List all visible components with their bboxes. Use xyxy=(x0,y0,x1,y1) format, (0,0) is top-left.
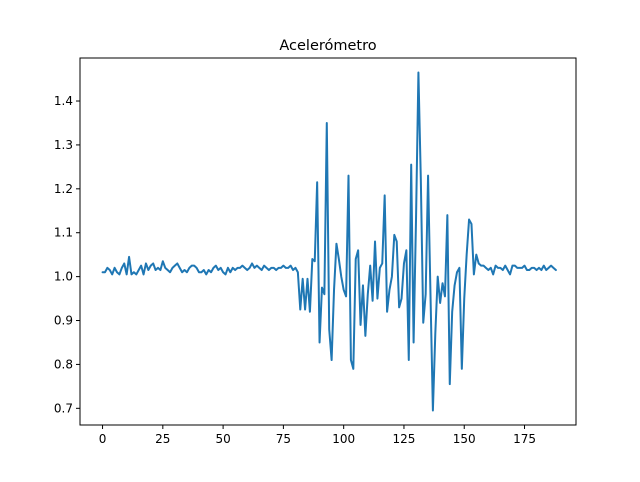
series-line xyxy=(101,71,557,412)
x-tick-label: 0 xyxy=(99,432,107,446)
x-tick-label: 125 xyxy=(393,432,416,446)
plot-area-frame xyxy=(79,57,577,426)
x-tick-label: 50 xyxy=(215,432,230,446)
y-tick-label: 0.9 xyxy=(54,314,73,328)
y-tick-label: 1.2 xyxy=(54,182,73,196)
y-tick-label: 0.7 xyxy=(54,401,73,415)
x-tick-label: 150 xyxy=(453,432,476,446)
y-tick-label: 0.8 xyxy=(54,357,73,371)
chart-title: Acelerómetro xyxy=(279,38,376,54)
x-tick-label: 75 xyxy=(276,432,291,446)
axis-ticks: 0 25 50 75 100 125 150 175 0.7 0.8 0.9 1.0 1.1 1.2 1.3… xyxy=(54,94,536,446)
y-tick-label: 1.4 xyxy=(54,94,73,108)
y-tick-label: 1.3 xyxy=(54,138,73,152)
x-tick-label: 25 xyxy=(155,432,170,446)
y-tick-label: 1.0 xyxy=(54,270,73,284)
y-tick-label: 1.1 xyxy=(54,226,73,240)
x-tick-label: 175 xyxy=(513,432,536,446)
x-tick-label: 100 xyxy=(332,432,355,446)
